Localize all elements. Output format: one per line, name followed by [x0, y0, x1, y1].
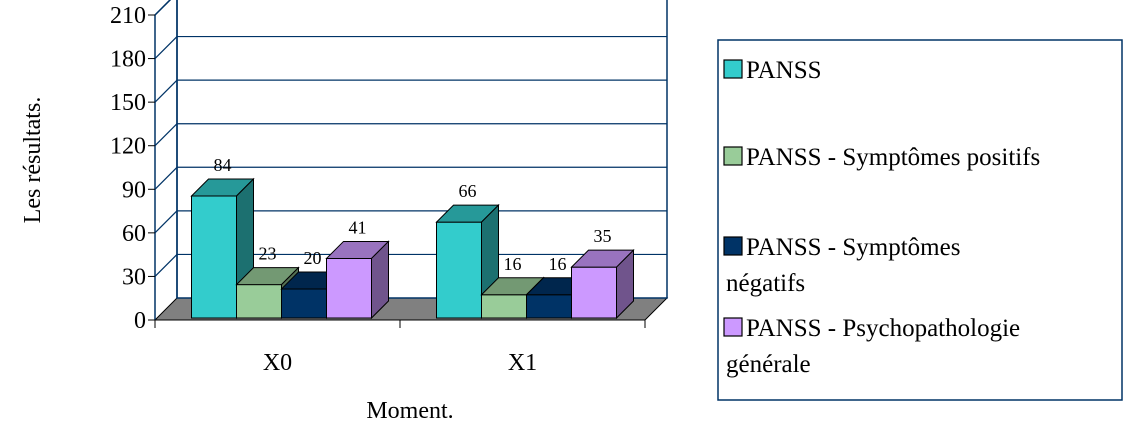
gridline-side — [154, 0, 171, 16]
bar — [325, 240, 390, 320]
x-axis-label: Moment. — [366, 398, 453, 424]
bar-front — [571, 266, 617, 319]
data-label: 66 — [459, 181, 477, 201]
bar-front — [526, 294, 572, 319]
y-tick-label: 210 — [110, 3, 146, 29]
data-label: 84 — [214, 155, 232, 175]
data-label: 20 — [304, 248, 322, 268]
bar-front — [326, 257, 372, 319]
bar-front — [481, 294, 527, 319]
legend-swatch — [723, 59, 743, 79]
gridline-side — [154, 36, 178, 59]
bar-side — [616, 248, 634, 320]
gridline-side — [154, 210, 178, 234]
gridline-side — [154, 254, 178, 277]
x-tick-label: X0 — [263, 350, 292, 376]
gridline-side — [154, 79, 178, 103]
y-tick-label: 90 — [122, 177, 146, 203]
y-tick-label: 180 — [110, 47, 146, 73]
data-label: 23 — [259, 244, 277, 264]
legend-box — [717, 39, 1123, 401]
data-label: 16 — [549, 254, 567, 274]
y-tick-label: 120 — [110, 134, 146, 160]
legend-label: négatifs — [726, 270, 805, 297]
legend-label: PANSS - Psychopathologie — [746, 315, 1020, 342]
legend-label: PANSS — [746, 57, 822, 84]
legend-label: générale — [726, 351, 811, 378]
y-tick-label: 30 — [122, 264, 146, 290]
bar-front — [281, 288, 327, 319]
gridline-side — [154, 123, 178, 147]
y-tick-label: 150 — [110, 90, 146, 116]
legend-label: PANSS - Symptômes — [746, 234, 960, 261]
data-label: 35 — [594, 226, 612, 246]
y-axis-label: Les résultats. — [20, 97, 46, 224]
y-tick-label: 60 — [122, 221, 146, 247]
bar — [570, 248, 635, 320]
legend-swatch — [723, 317, 743, 337]
bar-front — [436, 221, 482, 319]
x-tick-label: X1 — [508, 350, 537, 376]
bar-front — [191, 195, 237, 319]
bar-side — [371, 240, 389, 320]
bar — [190, 177, 255, 320]
legend-swatch — [723, 236, 743, 256]
gridline-side — [154, 166, 178, 190]
data-label: 16 — [504, 254, 522, 274]
legend-label: PANSS - Symptômes positifs — [746, 144, 1040, 171]
legend-swatch — [723, 146, 743, 166]
data-label: 41 — [349, 217, 367, 237]
side-wall-top — [154, 0, 172, 16]
bar-front — [236, 284, 282, 319]
y-tick-label: 0 — [134, 308, 146, 334]
